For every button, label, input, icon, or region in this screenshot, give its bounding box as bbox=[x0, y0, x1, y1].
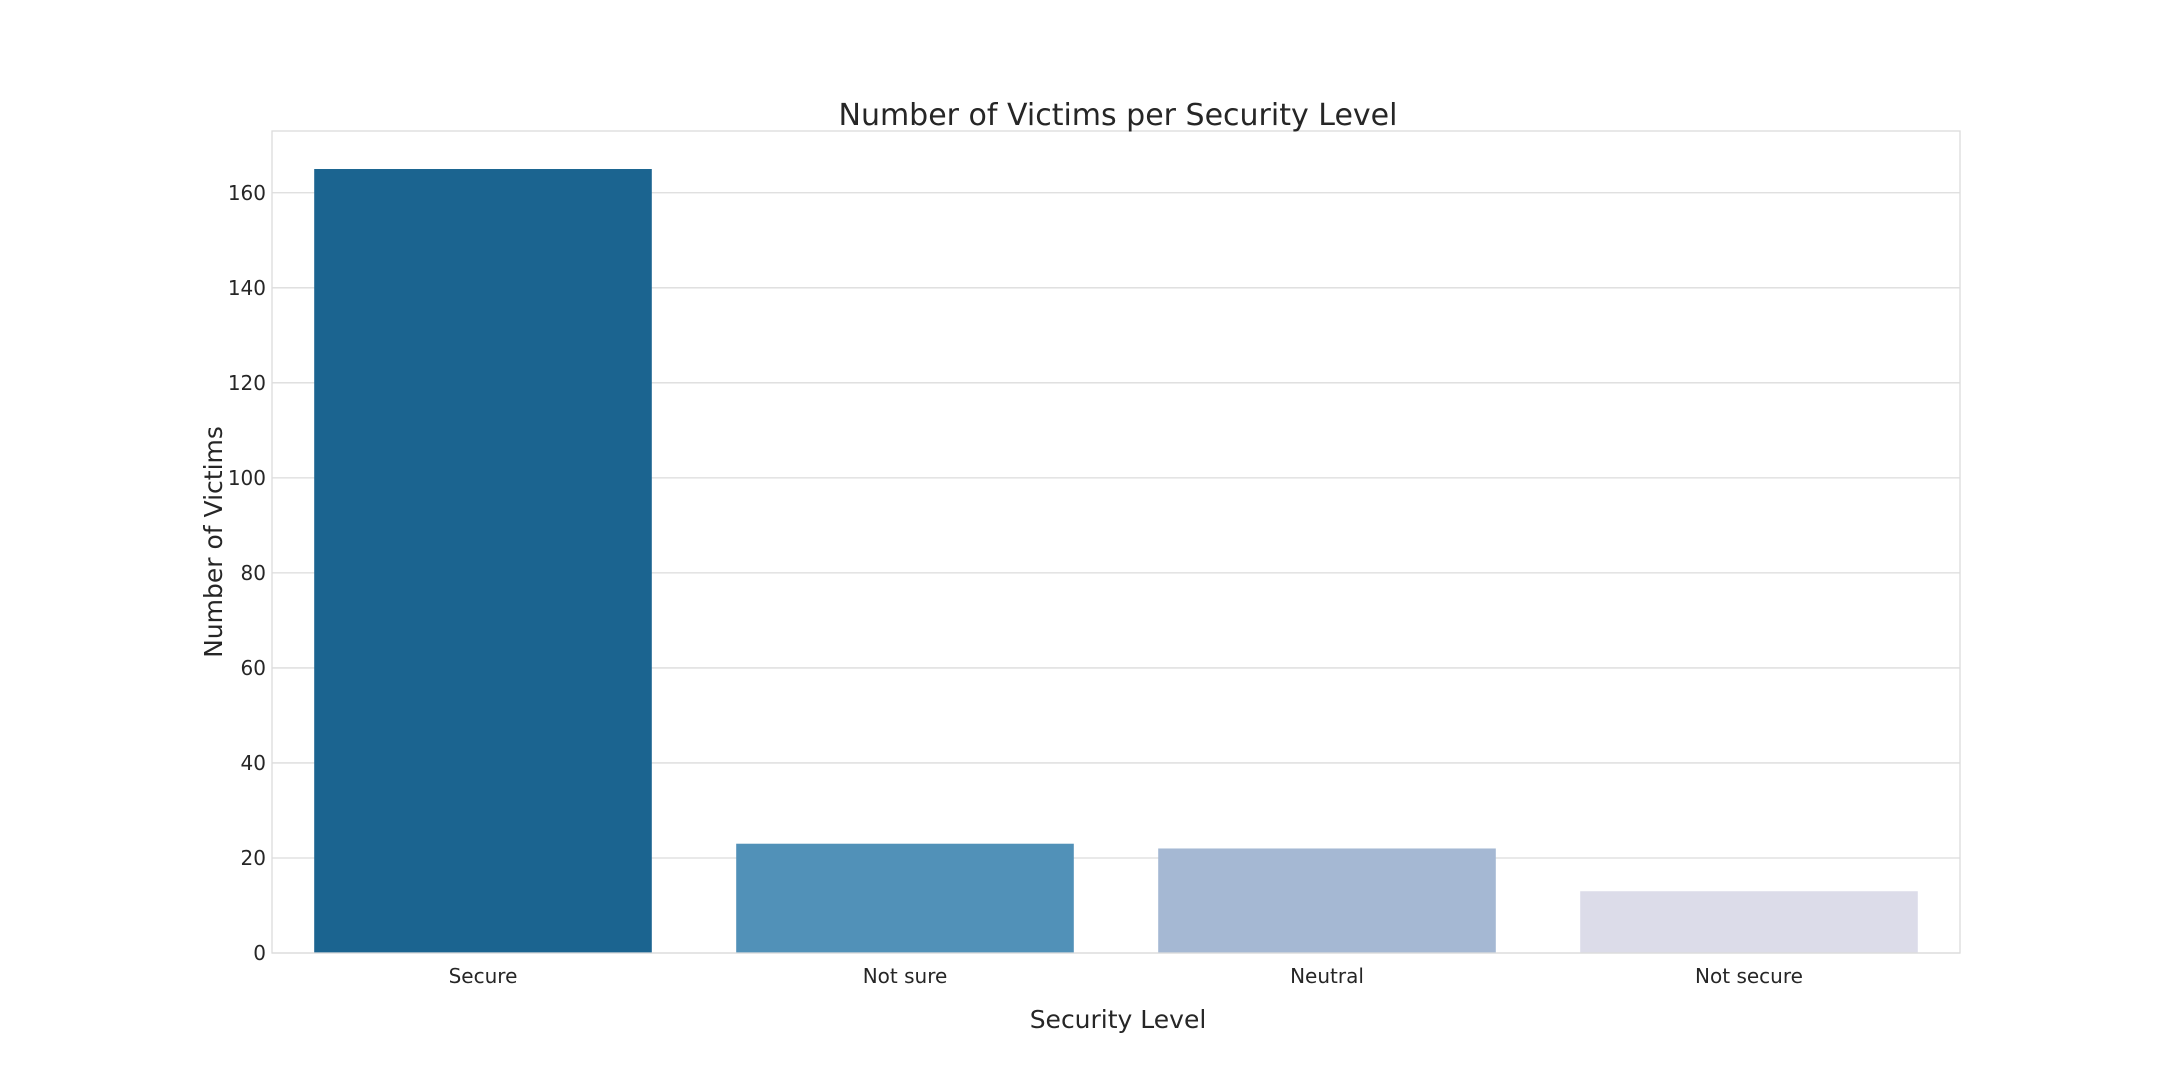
bars bbox=[314, 169, 1918, 953]
x-tick-label: Not secure bbox=[1695, 964, 1803, 988]
y-tick-label: 140 bbox=[228, 276, 266, 300]
y-tick-label: 160 bbox=[228, 181, 266, 205]
x-tick-label: Secure bbox=[449, 964, 518, 988]
y-tick-label: 100 bbox=[228, 466, 266, 490]
x-tick-label: Not sure bbox=[863, 964, 948, 988]
bar-secure bbox=[314, 169, 652, 953]
y-tick-label: 120 bbox=[228, 371, 266, 395]
bar-not-sure bbox=[736, 843, 1074, 953]
x-tick-label: Neutral bbox=[1290, 964, 1364, 988]
y-axis-label: Number of Victims bbox=[199, 426, 228, 658]
bar-not-secure bbox=[1580, 891, 1918, 953]
plot-frame bbox=[271, 130, 1961, 954]
chart-title: Number of Victims per Security Level bbox=[839, 98, 1398, 133]
y-tick-label: 20 bbox=[241, 846, 266, 870]
y-tick-label: 0 bbox=[253, 941, 266, 965]
x-tick-labels: Secure Not sure Neutral Not secure bbox=[449, 964, 1803, 988]
y-tick-labels: 0 20 40 60 80 100 120 140 160 bbox=[228, 181, 266, 965]
x-axis-label: Security Level bbox=[1030, 1005, 1207, 1034]
bar-neutral bbox=[1158, 848, 1496, 953]
y-tick-label: 80 bbox=[241, 561, 266, 585]
y-tick-label: 60 bbox=[241, 656, 266, 680]
y-tick-label: 40 bbox=[241, 751, 266, 775]
